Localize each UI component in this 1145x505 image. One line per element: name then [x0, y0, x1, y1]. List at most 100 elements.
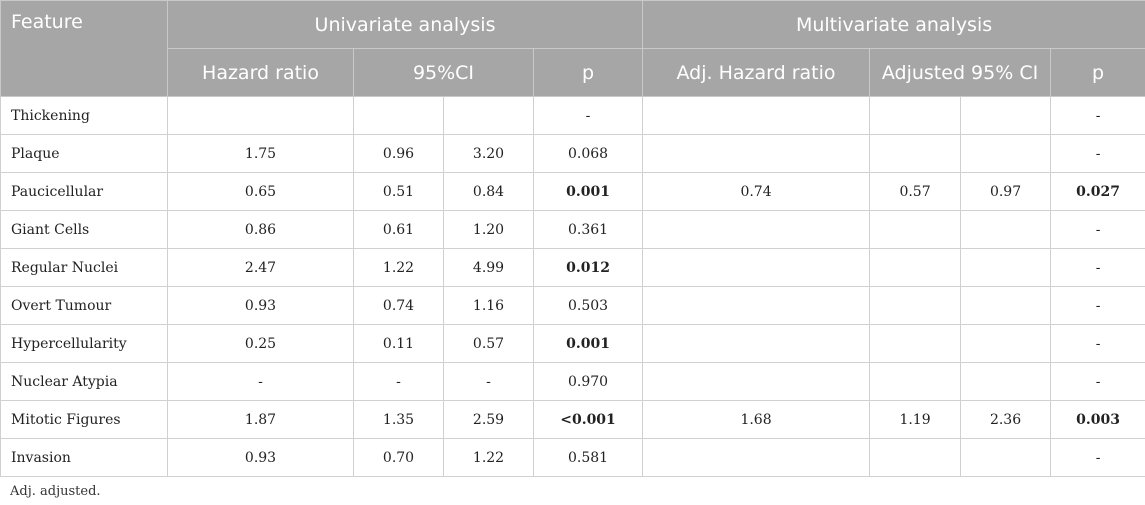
- cell-adj-ci-lower: 1.19: [869, 400, 962, 439]
- cell-adj-ci-lower: [869, 438, 962, 477]
- header-hazard-ratio: Hazard ratio: [167, 48, 354, 97]
- cell-adj-ci-upper: [960, 96, 1052, 135]
- table-row: Regular Nuclei 2.47 1.22 4.99 0.012 -: [0, 248, 1145, 287]
- cell-hazard-ratio: [167, 96, 354, 135]
- cell-adj-ci-upper: [960, 134, 1052, 173]
- cell-ci-lower: 1.22: [353, 248, 444, 287]
- cell-ci-upper: -: [443, 362, 534, 401]
- cell-p-value: 0.068: [532, 134, 644, 173]
- cell-adj-p-value: -: [1050, 324, 1145, 363]
- cell-adj-ci-lower: [869, 362, 962, 401]
- cell-adj-hazard-ratio: [642, 286, 871, 325]
- header-p: p: [532, 48, 644, 97]
- table-row: Plaque 1.75 0.96 3.20 0.068 -: [0, 134, 1145, 173]
- results-table: Feature Univariate analysis Multivariate…: [0, 0, 1145, 477]
- cell-p-value: 0.001: [532, 172, 644, 211]
- cell-ci-lower: 0.96: [353, 134, 444, 173]
- header-adj-ci: Adjusted 95% CI: [869, 48, 1052, 97]
- table-footnote: Adj. adjusted.: [10, 484, 101, 499]
- cell-p-value: 0.001: [532, 324, 644, 363]
- cell-hazard-ratio: 1.87: [167, 400, 354, 439]
- cell-adj-p-value: -: [1050, 362, 1145, 401]
- cell-adj-p-value: 0.003: [1050, 400, 1145, 439]
- cell-adj-ci-lower: [869, 324, 962, 363]
- cell-adj-hazard-ratio: [642, 134, 871, 173]
- cell-ci-upper: 4.99: [443, 248, 534, 287]
- cell-feature: Invasion: [0, 438, 168, 477]
- table-row: Mitotic Figures 1.87 1.35 2.59 <0.001 1.68 1.1…: [0, 400, 1145, 439]
- cell-adj-ci-lower: [869, 286, 962, 325]
- cell-adj-hazard-ratio: [642, 96, 871, 135]
- cell-p-value: 0.361: [532, 210, 644, 249]
- cell-adj-p-value: -: [1050, 438, 1145, 477]
- header-adj-p: p: [1050, 48, 1145, 97]
- cell-hazard-ratio: 0.25: [167, 324, 354, 363]
- cell-adj-hazard-ratio: [642, 248, 871, 287]
- cell-hazard-ratio: 0.93: [167, 438, 354, 477]
- cell-hazard-ratio: 0.86: [167, 210, 354, 249]
- cell-adj-hazard-ratio: [642, 438, 871, 477]
- header-row-columns: Hazard ratio 95%CI p Adj. Hazard ratio A…: [1, 48, 1145, 97]
- cell-adj-ci-lower: 0.57: [869, 172, 962, 211]
- cell-ci-lower: 0.74: [353, 286, 444, 325]
- table-row: Paucicellular 0.65 0.51 0.84 0.001 0.74 0.57 0.…: [0, 172, 1145, 211]
- cell-adj-ci-upper: 0.97: [960, 172, 1052, 211]
- cell-adj-ci-upper: [960, 362, 1052, 401]
- table-row: Thickening - -: [0, 96, 1145, 135]
- cell-adj-p-value: -: [1050, 134, 1145, 173]
- cell-feature: Overt Tumour: [0, 286, 168, 325]
- table-row: Invasion 0.93 0.70 1.22 0.581 -: [0, 438, 1145, 477]
- table-row: Hypercellularity 0.25 0.11 0.57 0.001 -: [0, 324, 1145, 363]
- cell-adj-ci-upper: 2.36: [960, 400, 1052, 439]
- cell-adj-hazard-ratio: [642, 210, 871, 249]
- cell-adj-ci-upper: [960, 438, 1052, 477]
- table-body: Thickening - - Plaque 1.75 0.96 3.20 0.068- Pauc…: [0, 96, 1145, 477]
- header-row-groups: Feature Univariate analysis Multivariate…: [0, 0, 1145, 97]
- cell-ci-lower: 0.70: [353, 438, 444, 477]
- cell-ci-lower: 0.51: [353, 172, 444, 211]
- cell-adj-ci-lower: [869, 210, 962, 249]
- table-row: Overt Tumour 0.93 0.74 1.16 0.503 -: [0, 286, 1145, 325]
- cell-adj-ci-upper: [960, 286, 1052, 325]
- cell-adj-hazard-ratio: [642, 362, 871, 401]
- cell-ci-upper: 1.16: [443, 286, 534, 325]
- cell-adj-p-value: -: [1050, 96, 1145, 135]
- cell-feature: Regular Nuclei: [0, 248, 168, 287]
- cell-adj-ci-upper: [960, 248, 1052, 287]
- cell-adj-hazard-ratio: 0.74: [642, 172, 871, 211]
- table-row: Nuclear Atypia - - -0.970-: [0, 362, 1145, 401]
- cell-feature: Mitotic Figures: [0, 400, 168, 439]
- cell-ci-lower: 1.35: [353, 400, 444, 439]
- cell-adj-hazard-ratio: [642, 324, 871, 363]
- cell-hazard-ratio: -: [167, 362, 354, 401]
- cell-ci-upper: 0.57: [443, 324, 534, 363]
- cell-feature: Thickening: [0, 96, 168, 135]
- cell-p-value: 0.503: [532, 286, 644, 325]
- cell-adj-ci-lower: [869, 96, 962, 135]
- cell-hazard-ratio: 1.75: [167, 134, 354, 173]
- cell-feature: Plaque: [0, 134, 168, 173]
- cell-ci-upper: 0.84: [443, 172, 534, 211]
- cell-ci-lower: 0.11: [353, 324, 444, 363]
- header-univariate: Univariate analysis: [166, 0, 644, 49]
- header-multivariate: Multivariate analysis: [642, 0, 1145, 49]
- cell-p-value: 0.581: [532, 438, 644, 477]
- cell-hazard-ratio: 0.65: [167, 172, 354, 211]
- cell-adj-p-value: -: [1050, 210, 1145, 249]
- cell-p-value: <0.001: [532, 400, 644, 439]
- cell-ci-upper: 2.59: [443, 400, 534, 439]
- header-ci: 95%CI: [353, 48, 534, 97]
- table-row: Giant Cells 0.86 0.61 1.20 0.361 -: [0, 210, 1145, 249]
- cell-adj-p-value: 0.027: [1050, 172, 1145, 211]
- cell-ci-lower: 0.61: [353, 210, 444, 249]
- header-feature: Feature: [0, 0, 168, 97]
- table-header: Feature Univariate analysis Multivariate…: [0, 0, 1145, 97]
- cell-p-value: 0.970: [532, 362, 644, 401]
- cell-feature: Paucicellular: [0, 172, 168, 211]
- cell-adj-ci-lower: [869, 134, 962, 173]
- cell-adj-ci-lower: [869, 248, 962, 287]
- cell-adj-ci-upper: [960, 210, 1052, 249]
- cell-p-value: 0.012: [532, 248, 644, 287]
- cell-ci-lower: -: [353, 362, 444, 401]
- cell-adj-p-value: -: [1050, 286, 1145, 325]
